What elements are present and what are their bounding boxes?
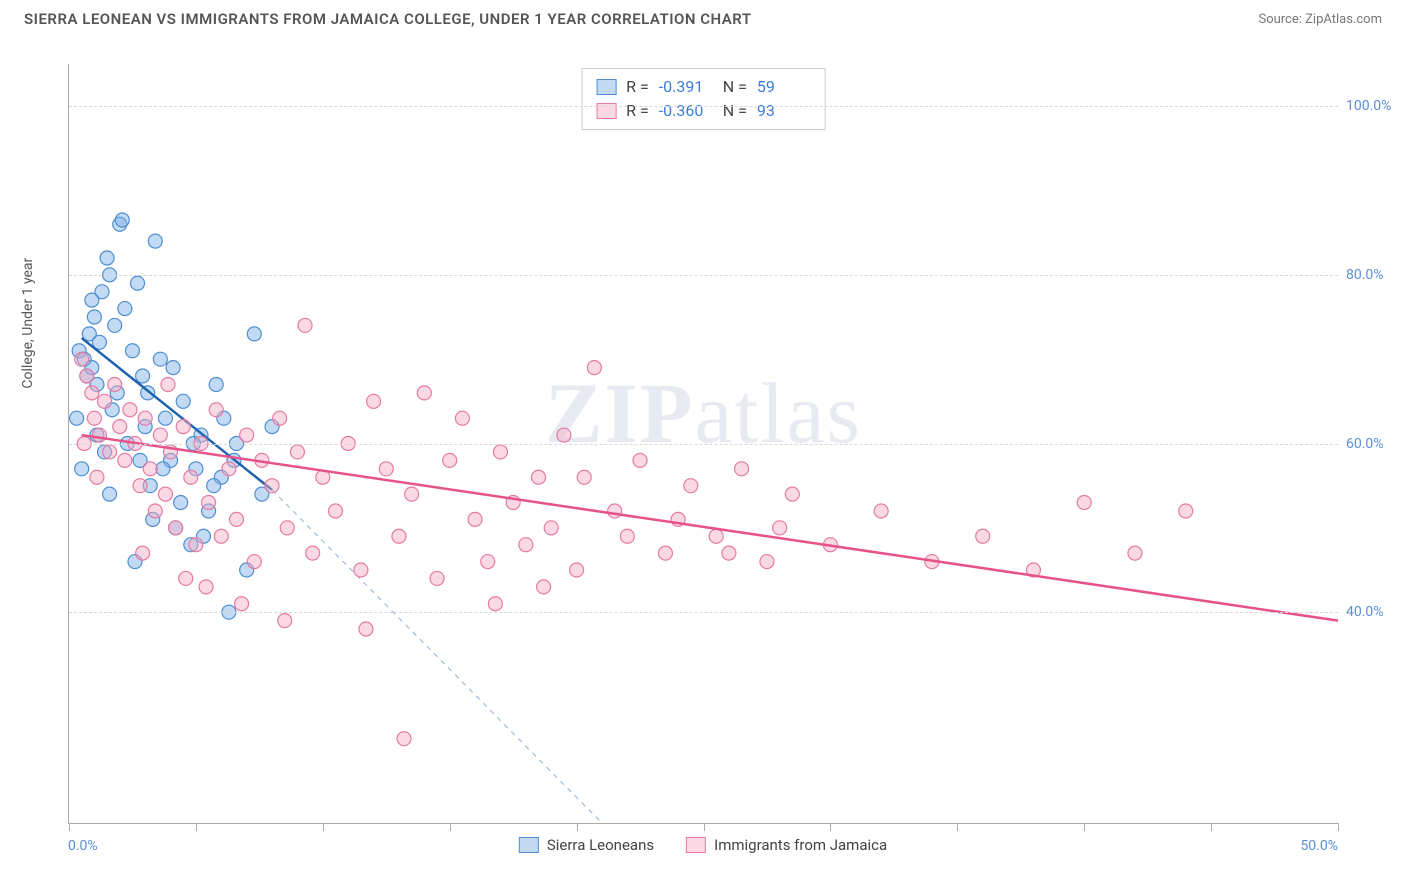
stats-row-jamaica: R = -0.360 N = 93 bbox=[596, 99, 811, 123]
y-tick-label: 100.0% bbox=[1346, 98, 1406, 114]
n-value-jamaica: 93 bbox=[757, 99, 811, 123]
y-tick-label: 60.0% bbox=[1346, 436, 1406, 452]
plot-area: ZIPatlas R = -0.391 N = 59 R = -0.360 N … bbox=[68, 64, 1338, 824]
y-tick-label: 80.0% bbox=[1346, 267, 1406, 283]
legend-item-jamaica: Immigrants from Jamaica bbox=[686, 836, 887, 854]
r-value-sierra: -0.391 bbox=[659, 75, 713, 99]
legend-swatch-jamaica bbox=[686, 837, 706, 853]
bottom-legend: Sierra Leoneans Immigrants from Jamaica bbox=[519, 836, 887, 854]
legend-item-sierra: Sierra Leoneans bbox=[519, 836, 654, 854]
chart-container: College, Under 1 year ZIPatlas R = -0.39… bbox=[24, 40, 1382, 868]
r-value-jamaica: -0.360 bbox=[659, 99, 713, 123]
stats-legend: R = -0.391 N = 59 R = -0.360 N = 93 bbox=[581, 68, 826, 130]
x-axis-max-label: 50.0% bbox=[1300, 838, 1338, 854]
y-axis-label: College, Under 1 year bbox=[20, 258, 36, 389]
x-axis-min-label: 0.0% bbox=[68, 838, 98, 854]
swatch-sierra bbox=[596, 79, 616, 95]
legend-swatch-sierra bbox=[519, 837, 539, 853]
source-attribution: Source: ZipAtlas.com bbox=[1258, 12, 1382, 27]
y-tick-label: 40.0% bbox=[1346, 604, 1406, 620]
n-value-sierra: 59 bbox=[757, 75, 811, 99]
legend-label-jamaica: Immigrants from Jamaica bbox=[714, 836, 887, 854]
chart-title: SIERRA LEONEAN VS IMMIGRANTS FROM JAMAIC… bbox=[24, 10, 752, 28]
legend-label-sierra: Sierra Leoneans bbox=[547, 836, 654, 854]
stats-row-sierra: R = -0.391 N = 59 bbox=[596, 75, 811, 99]
